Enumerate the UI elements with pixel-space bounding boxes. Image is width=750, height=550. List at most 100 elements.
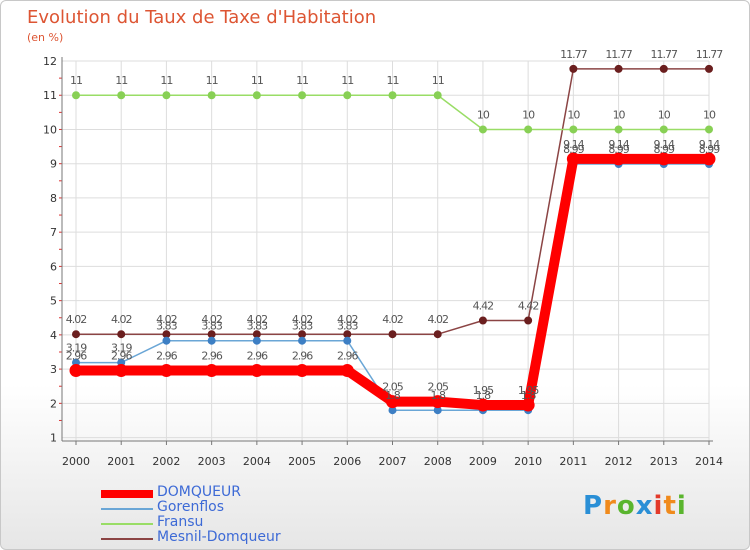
- y-tick-label: 4: [50, 329, 57, 342]
- data-label: 3.83: [156, 320, 177, 333]
- data-label: 4.42: [473, 299, 494, 312]
- logo-letter: i: [653, 491, 664, 521]
- x-tick-label: 2008: [424, 455, 452, 468]
- data-label: 2.05: [427, 381, 448, 394]
- data-label: 2.96: [111, 349, 132, 362]
- x-tick-label: 2012: [605, 455, 633, 468]
- y-tick-label: 2: [50, 397, 57, 410]
- data-label: 10: [522, 108, 535, 121]
- data-point: [386, 395, 399, 409]
- data-point: [69, 363, 83, 377]
- data-point: [117, 91, 126, 100]
- data-point: [205, 363, 219, 377]
- data-point: [162, 91, 171, 100]
- data-point: [476, 398, 490, 412]
- data-label: 1.8: [385, 389, 400, 402]
- data-label: 4.02: [292, 313, 313, 326]
- data-label: 8.99: [654, 143, 675, 156]
- x-tick-label: 2002: [152, 455, 180, 468]
- data-label: 9.14: [563, 138, 584, 151]
- data-point: [250, 363, 264, 377]
- x-tick-label: 2004: [243, 455, 271, 468]
- data-label: 10: [477, 108, 490, 121]
- data-point: [388, 91, 397, 100]
- proxiti-logo: Proxiti: [583, 491, 687, 521]
- data-point: [657, 152, 671, 166]
- data-label: 4.02: [337, 313, 358, 326]
- y-tick-label: 9: [50, 158, 57, 171]
- data-point: [659, 64, 668, 73]
- data-label: 2.05: [382, 381, 403, 394]
- legend-label: DOMQUEUR: [157, 484, 241, 500]
- x-tick-label: 2001: [107, 455, 135, 468]
- data-point: [343, 336, 352, 345]
- data-label: 4.02: [66, 313, 87, 326]
- x-tick-label: 2003: [198, 455, 226, 468]
- data-point: [705, 64, 713, 73]
- data-label: 11.77: [696, 48, 723, 61]
- data-label: 8.99: [699, 143, 720, 156]
- y-tick-label: 12: [43, 55, 57, 68]
- data-label: 3.83: [247, 320, 268, 333]
- series-lines: [69, 64, 716, 415]
- data-point: [72, 91, 80, 100]
- data-point: [612, 152, 626, 166]
- y-tick-label: 1: [50, 432, 57, 445]
- data-point: [659, 125, 668, 134]
- data-point: [478, 125, 487, 134]
- data-label: 2.96: [247, 349, 268, 362]
- data-point: [478, 316, 487, 325]
- data-point: [117, 330, 126, 339]
- y-tick-label: 6: [50, 260, 57, 273]
- data-label: 11: [387, 74, 399, 87]
- data-label: 11.77: [651, 48, 678, 61]
- data-point: [433, 91, 442, 100]
- data-label: 3.19: [111, 342, 132, 355]
- logo-letter: r: [603, 491, 617, 521]
- data-label: 1.8: [430, 389, 445, 402]
- legend-label: Fransu: [157, 514, 204, 530]
- logo-letter: x: [635, 491, 654, 521]
- legend-swatch: [101, 490, 153, 498]
- data-label: 9.14: [654, 138, 675, 151]
- legend-swatch: [101, 523, 153, 525]
- legend-swatch: [101, 538, 153, 540]
- data-point: [566, 152, 580, 166]
- data-label: 10: [703, 108, 716, 121]
- data-label: 2.96: [201, 349, 222, 362]
- y-tick-label: 10: [43, 123, 57, 136]
- data-point: [569, 125, 578, 134]
- data-label: 3.83: [292, 320, 313, 333]
- data-labels: 4.02 4.02 4.02 4.02 4.02 4.02 4.02 4.02 4.02 4.42…: [66, 48, 724, 402]
- data-point: [614, 125, 623, 134]
- y-tick-label: 8: [50, 192, 57, 205]
- data-label: 9.14: [699, 138, 720, 151]
- data-point: [521, 398, 535, 412]
- x-tick-label: 2013: [650, 455, 678, 468]
- data-label: 4.02: [247, 313, 268, 326]
- data-label: 1.95: [473, 384, 494, 397]
- data-label: 4.02: [427, 313, 448, 326]
- data-point: [298, 91, 307, 100]
- y-tick-label: 11: [43, 89, 57, 102]
- data-label: 11: [251, 74, 263, 87]
- data-label: 9.14: [608, 138, 629, 151]
- data-label: 4.02: [111, 313, 132, 326]
- x-tick-label: 2011: [559, 455, 587, 468]
- data-label: 10: [567, 108, 580, 121]
- data-point: [388, 330, 397, 339]
- data-point: [252, 91, 261, 100]
- logo-letter: o: [616, 491, 636, 521]
- data-point: [702, 152, 716, 166]
- data-label: 11.77: [605, 48, 632, 61]
- data-label: 11.77: [560, 48, 587, 61]
- data-point: [343, 91, 352, 100]
- data-label: 11: [341, 74, 353, 87]
- data-label: 8.99: [608, 143, 629, 156]
- y-tick-label: 3: [50, 363, 57, 376]
- y-tick-label: 7: [50, 226, 57, 239]
- data-label: 11: [206, 74, 218, 87]
- logo-letter: t: [663, 491, 677, 521]
